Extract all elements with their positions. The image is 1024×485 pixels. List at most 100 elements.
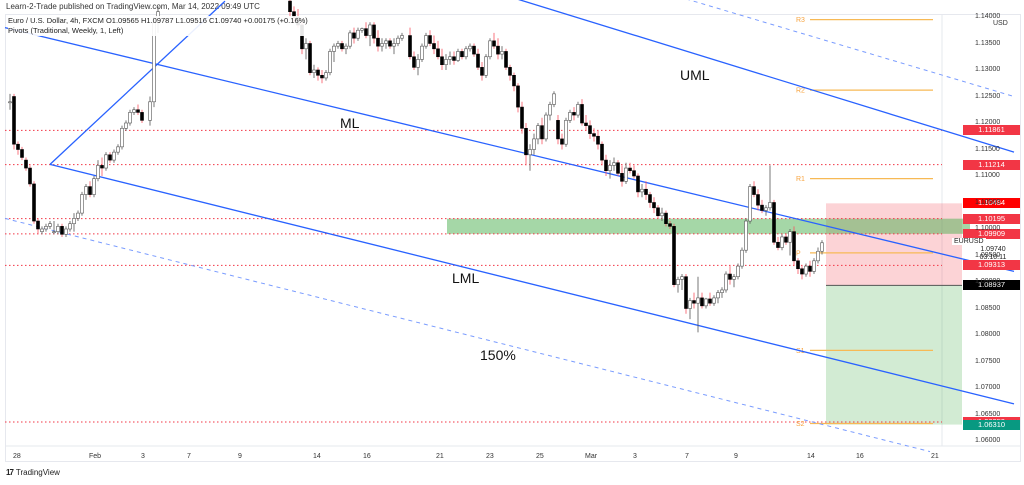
legend-pivots-indicator[interactable]: Pivots (Traditional, Weekly, 1, Left)	[8, 26, 124, 35]
candle-body	[684, 276, 688, 309]
candle-body	[396, 37, 400, 44]
price-tag: 1.08937	[963, 280, 1020, 291]
time-tick-label: 21	[436, 453, 444, 460]
time-tick-label: 3	[633, 453, 637, 460]
candle-body	[132, 109, 136, 113]
symbol-label: EURUSD	[952, 238, 986, 245]
candle-body	[568, 112, 572, 121]
candle-body	[544, 114, 548, 140]
candle-body	[24, 159, 28, 169]
candle-body	[496, 45, 500, 55]
candle-body	[348, 32, 352, 47]
bar-countdown: 1.09740 03:10:11	[968, 246, 1018, 262]
price-tag: 1.11214	[963, 159, 1020, 170]
candle-body	[808, 265, 812, 272]
candle-body	[512, 75, 516, 87]
candle-body	[416, 59, 420, 68]
candle-body	[600, 143, 604, 161]
trendline-ml[interactable]	[4, 26, 1015, 273]
candle-body	[676, 279, 680, 285]
candle-body	[740, 249, 744, 267]
demand-zone-rect[interactable]	[447, 218, 970, 234]
candle-body	[784, 236, 788, 243]
candle-body	[588, 125, 592, 134]
candle-body	[356, 29, 360, 39]
time-tick-label: 23	[486, 453, 494, 460]
candle-body	[728, 273, 732, 280]
trendline-lml[interactable]	[49, 163, 1015, 405]
candle-body	[656, 207, 660, 217]
candle-body	[148, 101, 152, 121]
time-tick-label: 21	[931, 453, 939, 460]
candle-body	[556, 120, 560, 140]
candle-body	[360, 28, 364, 31]
candle-body	[320, 75, 324, 79]
candle-body	[648, 194, 652, 203]
candle-body	[624, 167, 628, 182]
candle-body	[760, 204, 764, 211]
candle-body	[92, 178, 96, 195]
candle-body	[120, 128, 124, 148]
price-tick-label: 1.12500	[975, 92, 1001, 100]
candle-body	[308, 43, 312, 73]
price-tag: 1.10484	[963, 198, 1020, 209]
pivot-label-r2: R2	[796, 88, 805, 95]
price-tick-label: 1.09000	[975, 278, 1001, 285]
trendline-upper-dashed[interactable]	[640, 0, 1015, 97]
candle-body	[560, 138, 564, 145]
candle-body	[776, 241, 780, 248]
chart-legend: Euro / U.S. Dollar, 4h, FXCM O1.09565 H1…	[8, 16, 308, 36]
currency-label: USD	[993, 20, 1008, 27]
candle-body	[140, 112, 144, 121]
candle-body	[804, 265, 808, 275]
candle-body	[424, 35, 428, 47]
price-tick-label: 1.08500	[975, 304, 1001, 312]
price-tag: 1.09313	[963, 260, 1020, 271]
candle-body	[316, 69, 320, 76]
trendline-uml[interactable]	[455, 0, 1015, 153]
candle-body	[688, 300, 692, 309]
candle-body	[52, 231, 56, 233]
price-tag: 1.11861	[963, 125, 1020, 136]
candle-body	[704, 298, 708, 307]
candle-body	[128, 112, 132, 124]
candle-body	[564, 120, 568, 145]
price-tick-label: 1.07000	[975, 384, 1001, 391]
candle-body	[640, 188, 644, 193]
price-tag: 1.06310	[963, 419, 1020, 430]
candle-body	[820, 242, 824, 252]
candle-body	[528, 149, 532, 156]
take-profit-zone[interactable]	[826, 285, 962, 425]
candle-body	[48, 223, 52, 227]
candle-body	[448, 56, 452, 60]
candle-body	[800, 268, 804, 275]
annotation-uml: UML	[680, 67, 710, 83]
candle-body	[696, 297, 700, 304]
price-tick-label: 1.11000	[975, 172, 1000, 179]
price-tick-label: 1.12000	[975, 119, 1001, 126]
stop-loss-zone[interactable]	[826, 203, 962, 286]
trendline-150pct[interactable]	[4, 217, 931, 453]
candle-body	[28, 167, 32, 185]
candle-body	[480, 67, 484, 76]
annotation-ml: ML	[340, 115, 360, 131]
candle-body	[744, 220, 748, 251]
price-tick-label: 1.07500	[975, 357, 1001, 365]
time-tick-label: Mar	[585, 453, 598, 460]
time-tick-label: 7	[187, 453, 191, 460]
candle-body	[352, 32, 356, 39]
candle-body	[816, 250, 820, 262]
candle-body	[336, 43, 340, 47]
time-tick-label: 14	[807, 453, 815, 460]
candle-body	[724, 273, 728, 291]
candle-body	[364, 28, 368, 36]
candle-body	[652, 202, 656, 209]
candle-body	[464, 48, 468, 58]
candle-body	[44, 226, 48, 230]
candle-body	[736, 265, 740, 278]
time-tick-label: 7	[685, 453, 689, 460]
candle-body	[40, 228, 44, 232]
candle-body	[592, 133, 596, 137]
candle-body	[500, 51, 504, 55]
